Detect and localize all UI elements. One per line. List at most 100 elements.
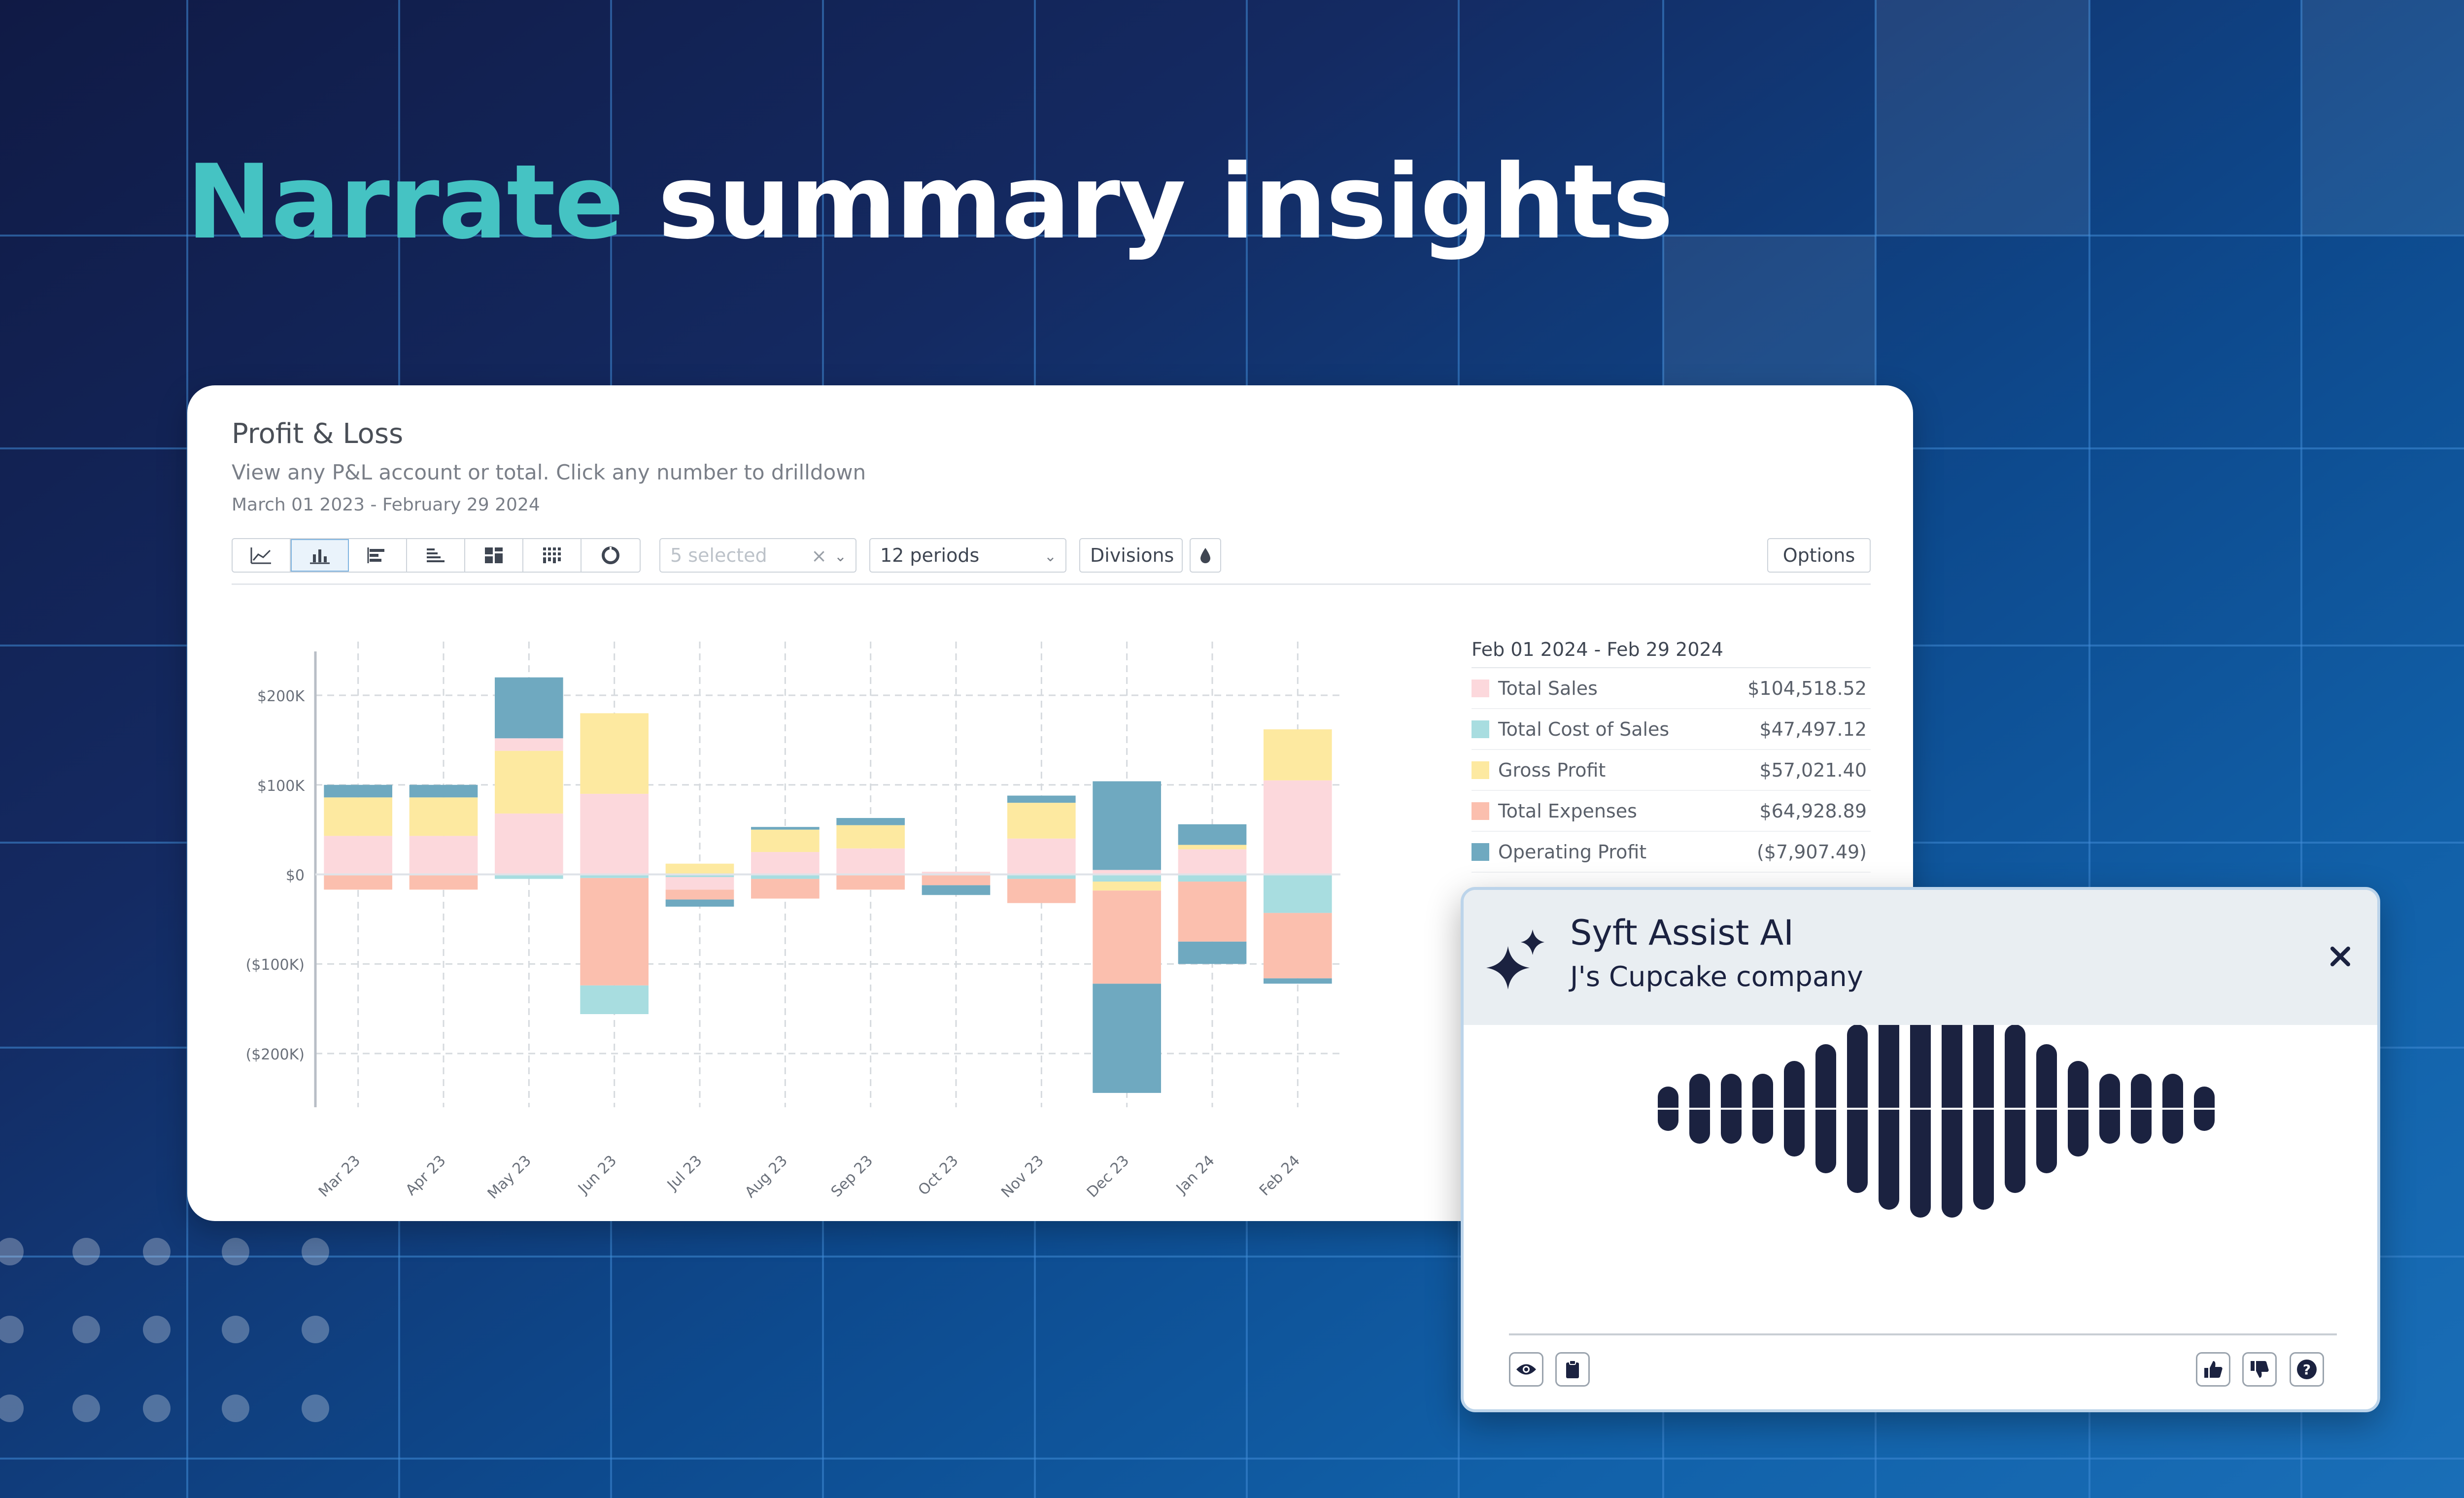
bar-segment[interactable] (836, 825, 905, 849)
legend-value[interactable]: $57,021.40 (1759, 759, 1867, 781)
column-grid-icon[interactable] (523, 539, 582, 572)
bar-segment[interactable] (1178, 845, 1247, 850)
x-tick-label: Aug 23 (742, 1152, 791, 1201)
bar-segment[interactable] (1264, 913, 1332, 979)
bar-segment[interactable] (324, 874, 392, 890)
legend-value[interactable]: ($7,907.49) (1756, 841, 1867, 863)
chart-legend: Feb 01 2024 - Feb 29 2024 Total Sales $10… (1472, 632, 1871, 873)
bar-segment[interactable] (836, 848, 905, 875)
bar-segment[interactable] (580, 878, 649, 986)
bar-segment[interactable] (580, 874, 649, 878)
bar-segment[interactable] (409, 836, 478, 875)
bar-segment[interactable] (751, 829, 820, 852)
bar-segment[interactable] (495, 677, 563, 739)
bar-segment[interactable] (1178, 849, 1247, 875)
sorted-bar-icon[interactable] (407, 539, 465, 572)
bar-segment[interactable] (1093, 882, 1161, 891)
bar-segment[interactable] (1007, 795, 1076, 803)
bar-segment[interactable] (1264, 729, 1332, 781)
bar-segment[interactable] (836, 818, 905, 825)
bar-chart-icon[interactable] (291, 539, 349, 572)
color-drop-icon[interactable] (1190, 538, 1221, 573)
bar-segment[interactable] (1178, 882, 1247, 942)
bar-segment[interactable] (1007, 838, 1076, 875)
chevron-down-icon: ⌄ (1044, 548, 1057, 565)
bar-segment[interactable] (324, 836, 392, 875)
legend-row[interactable]: Gross Profit $57,021.40 (1472, 750, 1871, 791)
bar-segment[interactable] (1264, 978, 1332, 984)
bar-segment[interactable] (409, 874, 478, 890)
bar-segment[interactable] (495, 750, 563, 814)
toolbar-divider (232, 583, 1871, 585)
bar-segment[interactable] (665, 863, 734, 875)
x-tick-label: Nov 23 (998, 1152, 1047, 1201)
legend-value[interactable]: $47,497.12 (1759, 718, 1867, 740)
bar-segment[interactable] (1007, 879, 1076, 903)
series-select[interactable]: 5 selected × ⌄ (659, 538, 856, 573)
bar-segment[interactable] (1178, 824, 1247, 845)
thumbs-down-icon[interactable] (2242, 1352, 2277, 1387)
bar-segment[interactable] (495, 738, 563, 751)
bar-segment[interactable] (580, 713, 649, 794)
bar-segment[interactable] (580, 793, 649, 875)
bar-segment[interactable] (751, 852, 820, 875)
divisions-button[interactable]: Divisions (1079, 538, 1183, 573)
line-chart-icon[interactable] (233, 539, 291, 572)
card-date-range: March 01 2023 - February 29 2024 (232, 495, 540, 515)
legend-row[interactable]: Total Sales $104,518.52 (1472, 668, 1871, 709)
y-tick-label: $0 (286, 867, 305, 885)
bar-segment[interactable] (1264, 874, 1332, 913)
bar-segment[interactable] (665, 899, 734, 907)
bar-segment[interactable] (580, 985, 649, 1014)
assist-title: Syft Assist AI (1570, 913, 1794, 953)
legend-row[interactable]: Total Cost of Sales $47,497.12 (1472, 709, 1871, 750)
chart-toolbar: 5 selected × ⌄ 12 periods ⌄ Divisions Op… (232, 538, 1913, 579)
bar-segment[interactable] (1093, 781, 1161, 870)
horizontal-bar-icon[interactable] (349, 539, 407, 572)
pie-chart-icon[interactable] (582, 539, 640, 572)
bar-segment[interactable] (1007, 803, 1076, 839)
clipboard-icon[interactable] (1555, 1352, 1590, 1387)
close-icon[interactable] (2323, 939, 2358, 974)
bar-segment[interactable] (1093, 870, 1161, 875)
bar-segment[interactable] (922, 874, 991, 885)
bar-segment[interactable] (665, 877, 734, 890)
bar-segment[interactable] (751, 879, 820, 899)
help-icon[interactable]: ? (2290, 1352, 2324, 1387)
bar-segment[interactable] (495, 813, 563, 875)
y-tick-label: ($200K) (246, 1046, 305, 1063)
bar-segment[interactable] (922, 872, 991, 875)
bar-segment[interactable] (1007, 874, 1076, 879)
bar-segment[interactable] (751, 827, 820, 830)
bar-segment[interactable] (495, 874, 563, 879)
legend-row[interactable]: Operating Profit ($7,907.49) (1472, 832, 1871, 873)
bar-segment[interactable] (409, 784, 478, 798)
headline: Narrate summary insights (186, 143, 1674, 262)
thumbs-up-icon[interactable] (2196, 1352, 2230, 1387)
bar-segment[interactable] (665, 889, 734, 900)
bar-segment[interactable] (324, 784, 392, 798)
bar-segment[interactable] (665, 874, 734, 877)
bar-segment[interactable] (836, 874, 905, 890)
bar-segment[interactable] (1178, 941, 1247, 964)
bar-segment[interactable] (1093, 890, 1161, 984)
bar-segment[interactable] (922, 885, 991, 895)
legend-value[interactable]: $64,928.89 (1759, 800, 1867, 822)
legend-value[interactable]: $104,518.52 (1747, 677, 1867, 699)
periods-select[interactable]: 12 periods ⌄ (869, 538, 1066, 573)
eye-icon[interactable] (1509, 1352, 1543, 1387)
x-tick-label: Sep 23 (828, 1152, 876, 1200)
options-button[interactable]: Options (1767, 538, 1871, 573)
clear-icon[interactable]: × (811, 545, 827, 567)
bar-segment[interactable] (1093, 984, 1161, 1093)
bar-segment[interactable] (1178, 874, 1247, 882)
bar-segment[interactable] (751, 874, 820, 879)
bar-segment[interactable] (1264, 780, 1332, 875)
bar-segment[interactable] (1093, 874, 1161, 882)
bar-segment[interactable] (324, 797, 392, 836)
bar-segment[interactable] (409, 797, 478, 836)
stacked-grid-icon[interactable] (465, 539, 523, 572)
legend-row[interactable]: Total Expenses $64,928.89 (1472, 791, 1871, 832)
x-tick-label: Mar 23 (315, 1152, 364, 1201)
card-subtitle: View any P&L account or total. Click any… (232, 460, 866, 484)
